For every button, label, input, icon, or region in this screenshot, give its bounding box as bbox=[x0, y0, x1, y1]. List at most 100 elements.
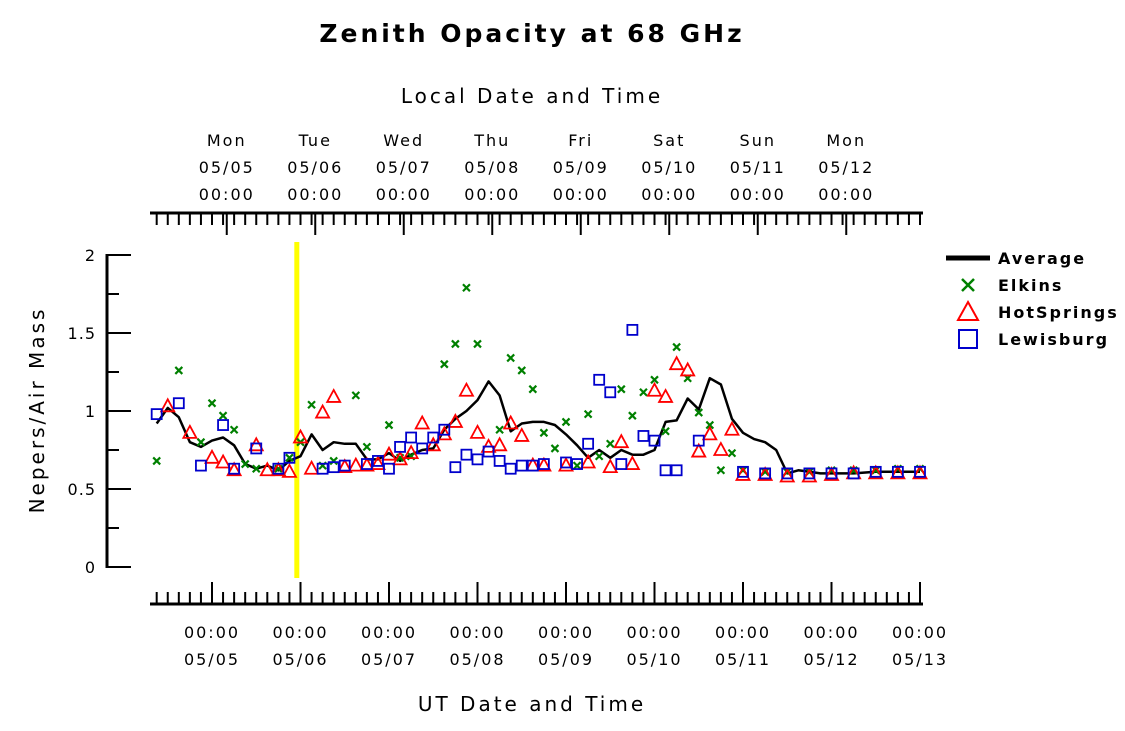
legend-label: Elkins bbox=[998, 276, 1063, 295]
elkins-point bbox=[196, 437, 206, 447]
legend-label: Average bbox=[998, 249, 1086, 268]
hotsprings-point bbox=[580, 453, 597, 469]
lewisburg-point bbox=[327, 461, 340, 474]
hotsprings-point bbox=[336, 458, 353, 474]
hotsprings-point bbox=[646, 381, 663, 397]
hotsprings-point bbox=[270, 461, 287, 477]
lewisburg-point bbox=[283, 451, 296, 464]
hotsprings-point bbox=[226, 461, 243, 477]
hotsprings-point bbox=[657, 388, 674, 403]
top-tick-time: 00:00 bbox=[818, 185, 874, 204]
lewisburg-point bbox=[582, 437, 595, 450]
top-tick-time: 00:00 bbox=[641, 185, 697, 204]
legend-hotsprings-swatch bbox=[956, 299, 980, 321]
hotsprings-point bbox=[779, 467, 796, 483]
lewisburg-point bbox=[593, 373, 606, 386]
hotsprings-point bbox=[723, 420, 740, 436]
hotsprings-point bbox=[403, 444, 420, 460]
elkins-point bbox=[705, 420, 715, 430]
elkins-point bbox=[362, 442, 372, 452]
hotsprings-point bbox=[513, 427, 530, 442]
elkins-point bbox=[506, 353, 515, 363]
lewisburg-point bbox=[228, 462, 241, 475]
hotsprings-point bbox=[380, 445, 398, 461]
elkins-point bbox=[351, 391, 361, 400]
top-tick-day: Sun bbox=[740, 131, 776, 150]
elkins-point bbox=[473, 339, 482, 349]
top-tick-day: Mon bbox=[826, 131, 866, 150]
hotsprings-point bbox=[458, 381, 475, 397]
hotsprings-point bbox=[259, 461, 276, 477]
elkins-point bbox=[628, 411, 637, 420]
lewisburg-point bbox=[604, 386, 617, 399]
top-tick-time: 00:00 bbox=[730, 185, 786, 204]
lewisburg-point bbox=[537, 458, 550, 470]
hotsprings-point bbox=[215, 453, 232, 469]
y-tick-label: 1.5 bbox=[68, 324, 96, 343]
hotsprings-point bbox=[325, 388, 342, 403]
lewisburg-point bbox=[637, 430, 650, 442]
hotsprings-point bbox=[447, 413, 464, 428]
lewisburg-point bbox=[560, 456, 572, 469]
bottom-tick-time: 00:00 bbox=[538, 623, 594, 642]
lewisburg-point bbox=[272, 462, 285, 475]
hotsprings-point bbox=[281, 462, 298, 478]
bottom-tick-date: 05/10 bbox=[626, 650, 682, 669]
lewisburg-point bbox=[416, 442, 429, 455]
lewisburg-point bbox=[803, 467, 816, 480]
y-axis-title: Nepers/Air Mass bbox=[25, 307, 49, 514]
elkins-point bbox=[218, 411, 228, 420]
hotsprings-point bbox=[690, 442, 707, 458]
hotsprings-point bbox=[557, 456, 575, 472]
lewisburg-point bbox=[195, 459, 207, 472]
hotsprings-point bbox=[414, 414, 431, 430]
bottom-tick-time: 00:00 bbox=[272, 623, 328, 642]
hotsprings-point bbox=[491, 436, 508, 452]
elkins-point bbox=[650, 375, 659, 385]
bottom-tick-date: 05/05 bbox=[184, 650, 240, 669]
bottom-tick-date: 05/12 bbox=[803, 650, 859, 669]
lewisburg-point bbox=[847, 467, 860, 480]
elkins-point bbox=[760, 467, 770, 477]
y-tick-label: 0.5 bbox=[68, 480, 96, 499]
elkins-point bbox=[539, 428, 549, 438]
lewisburg-point bbox=[250, 442, 263, 455]
y-tick-label: 0 bbox=[85, 558, 96, 577]
top-tick-day: Fri bbox=[568, 131, 593, 150]
top-tick-time: 00:00 bbox=[553, 185, 609, 204]
hotsprings-point bbox=[712, 441, 729, 456]
hotsprings-point bbox=[701, 425, 718, 441]
elkins-point bbox=[561, 417, 571, 427]
top-tick-date: 05/09 bbox=[553, 158, 609, 177]
lewisburg-point bbox=[150, 408, 163, 421]
hotsprings-point bbox=[436, 425, 453, 441]
hotsprings-point bbox=[203, 448, 221, 464]
hotsprings-point bbox=[369, 455, 386, 470]
hotsprings-point bbox=[613, 433, 630, 449]
elkins-point bbox=[572, 461, 582, 470]
bottom-tick-date: 05/07 bbox=[361, 650, 417, 669]
elkins-point bbox=[240, 459, 250, 469]
elkins-point bbox=[207, 398, 217, 408]
hotsprings-point bbox=[823, 466, 840, 481]
elkins-point bbox=[605, 439, 615, 449]
elkins-point bbox=[583, 409, 593, 419]
legend-elkins-swatch bbox=[961, 278, 975, 292]
elkins-point bbox=[716, 466, 726, 475]
hotsprings-point bbox=[911, 464, 929, 480]
lewisburg-point bbox=[493, 455, 506, 467]
elkins-point bbox=[727, 448, 737, 458]
legend: Average Elkins HotSprings Lewisburg bbox=[946, 249, 1117, 349]
elkins-point bbox=[871, 466, 881, 475]
top-tick-day: Wed bbox=[383, 131, 424, 150]
bottom-tick-date: 05/11 bbox=[715, 650, 771, 669]
hotsprings-point bbox=[347, 456, 364, 472]
elkins-point bbox=[550, 444, 560, 453]
lewisburg-point bbox=[869, 465, 882, 478]
elkins-point bbox=[594, 451, 604, 461]
top-tick-day: Tue bbox=[298, 131, 332, 150]
hotsprings-point bbox=[314, 403, 331, 419]
bottom-tick-date: 05/09 bbox=[538, 650, 594, 669]
bottom-tick-time: 00:00 bbox=[803, 623, 859, 642]
top-tick-time: 00:00 bbox=[199, 185, 255, 204]
